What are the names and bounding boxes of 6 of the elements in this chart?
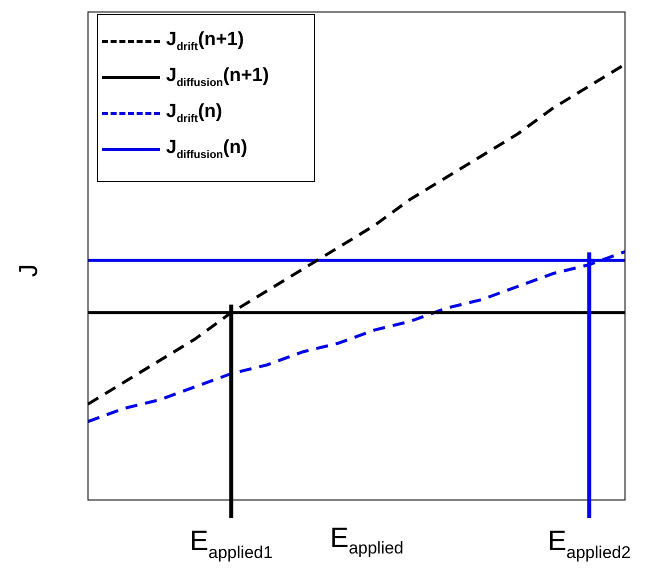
y-axis-title: J	[13, 264, 44, 277]
legend-label: J$_{diffusion}$(n+1)	[166, 65, 269, 89]
legend-label: J$_{drift}$(n+1)	[166, 29, 244, 53]
legend-label: J$_{drift}$(n)	[166, 101, 222, 125]
x-axis-title: E$_{applied}$	[330, 522, 404, 559]
legend-label: J$_{diffusion}$(n)	[166, 137, 248, 161]
